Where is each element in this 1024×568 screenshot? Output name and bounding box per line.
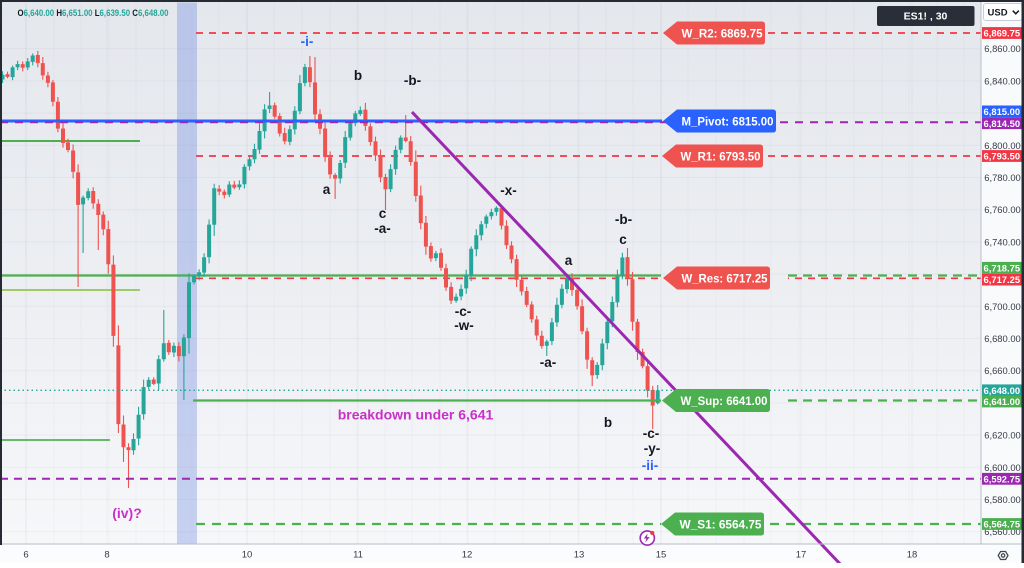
svg-text:-i-: -i- — [301, 34, 314, 49]
svg-text:-b-: -b- — [404, 73, 421, 88]
svg-text:c: c — [619, 232, 627, 247]
svg-text:-x-: -x- — [500, 183, 517, 198]
svg-text:11: 11 — [353, 550, 363, 561]
svg-text:O6,640.00 H6,651.00 L6,639.50: O6,640.00 H6,651.00 L6,639.50 C6,648.00 — [18, 8, 169, 18]
svg-text:breakdown under 6,641: breakdown under 6,641 — [338, 407, 494, 423]
svg-text:6,680.00: 6,680.00 — [984, 333, 1021, 344]
svg-text:M_Pivot: 6815.00: M_Pivot: 6815.00 — [682, 114, 774, 128]
svg-text:W_R1: 6793.50: W_R1: 6793.50 — [681, 149, 761, 163]
svg-text:6,660.00: 6,660.00 — [984, 365, 1021, 376]
svg-text:W_Res: 6717.25: W_Res: 6717.25 — [682, 271, 768, 285]
svg-text:6,580.00: 6,580.00 — [984, 494, 1021, 505]
svg-text:-a-: -a- — [540, 355, 557, 370]
svg-text:6,814.50: 6,814.50 — [984, 118, 1021, 129]
svg-text:6,620.00: 6,620.00 — [984, 430, 1021, 441]
svg-text:17: 17 — [796, 550, 807, 561]
svg-text:6,700.00: 6,700.00 — [984, 301, 1021, 312]
svg-text:ES1! , 30: ES1! , 30 — [904, 11, 948, 23]
svg-text:6,641.00: 6,641.00 — [984, 396, 1021, 407]
svg-text:6,815.00: 6,815.00 — [984, 106, 1021, 117]
svg-text:(iv)?: (iv)? — [112, 505, 142, 521]
svg-text:W_R2: 6869.75: W_R2: 6869.75 — [682, 26, 763, 40]
svg-text:c: c — [379, 206, 387, 221]
svg-text:W_S1: 6564.75: W_S1: 6564.75 — [680, 517, 762, 531]
svg-text:a: a — [323, 182, 331, 197]
svg-text:-c-: -c- — [455, 304, 472, 319]
svg-text:a: a — [565, 253, 573, 268]
svg-text:b: b — [604, 415, 612, 430]
svg-text:-b-: -b- — [615, 212, 632, 227]
svg-text:6,564.75: 6,564.75 — [984, 519, 1021, 530]
svg-text:6,600.00: 6,600.00 — [984, 462, 1021, 473]
svg-text:6,869.75: 6,869.75 — [984, 28, 1021, 39]
svg-text:10: 10 — [242, 550, 253, 561]
svg-text:-w-: -w- — [454, 318, 474, 333]
svg-text:6,592.75: 6,592.75 — [984, 473, 1021, 484]
svg-text:-y-: -y- — [644, 441, 661, 456]
svg-text:6,648.00: 6,648.00 — [984, 385, 1021, 396]
svg-text:-c-: -c- — [643, 426, 660, 441]
svg-text:-a-: -a- — [374, 221, 391, 236]
svg-text:6,860.00: 6,860.00 — [984, 43, 1021, 54]
svg-text:6: 6 — [23, 550, 28, 561]
svg-text:6,840.00: 6,840.00 — [984, 75, 1021, 86]
svg-text:6,718.75: 6,718.75 — [984, 262, 1021, 273]
svg-text:6,760.00: 6,760.00 — [984, 204, 1021, 215]
svg-text:18: 18 — [907, 550, 918, 561]
svg-text:15: 15 — [656, 550, 667, 561]
svg-text:13: 13 — [574, 550, 585, 561]
svg-text:8: 8 — [104, 550, 109, 561]
svg-text:USD: USD — [988, 7, 1008, 18]
svg-text:W_Sup: 6641.00: W_Sup: 6641.00 — [681, 394, 768, 408]
svg-text:12: 12 — [462, 550, 473, 561]
svg-text:-ii-: -ii- — [642, 458, 659, 473]
svg-text:6,740.00: 6,740.00 — [984, 236, 1021, 247]
svg-text:6,793.50: 6,793.50 — [984, 151, 1021, 162]
svg-text:6,717.25: 6,717.25 — [984, 274, 1021, 285]
svg-text:b: b — [354, 68, 362, 83]
svg-text:6,780.00: 6,780.00 — [984, 172, 1021, 183]
svg-text:6,800.00: 6,800.00 — [984, 140, 1021, 151]
